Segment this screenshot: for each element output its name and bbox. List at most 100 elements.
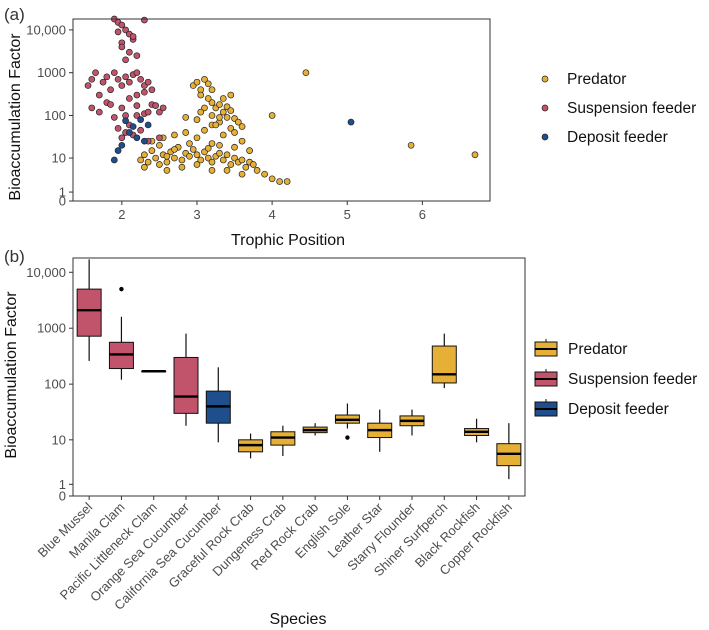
scatter-point-predator [152, 154, 159, 162]
box-body [76, 288, 102, 337]
legend-b-label: Deposit feeder [568, 401, 669, 418]
scatter-point-predator [407, 141, 415, 149]
box-dungeness-crab [270, 425, 296, 456]
scatter-point-predator [238, 137, 246, 145]
box-shiner-surfperch [431, 333, 457, 389]
outlier-point [345, 435, 350, 440]
scatter-point-suspension-feeder [118, 82, 126, 89]
scatter-point-suspension-feeder [107, 86, 114, 94]
scatter-point-predator [242, 163, 250, 171]
scatter-point-predator [193, 78, 201, 86]
scatter-point-suspension-feeder [133, 91, 141, 99]
legend-a-label: Suspension feeder [567, 100, 696, 117]
scatter-point-predator [246, 147, 253, 154]
scatter-point-suspension-feeder [129, 33, 137, 40]
scatter-point-predator [163, 152, 171, 160]
scatter-point-predator [197, 91, 205, 99]
scatter-point-suspension-feeder [99, 78, 107, 86]
scatter-point-predator [234, 118, 242, 126]
panel-b-y-tick-label: 10,000 [26, 265, 66, 280]
scatter-point-deposit-feeder [141, 137, 148, 145]
scatter-point-predator [238, 123, 246, 130]
scatter-point-predator [223, 114, 231, 121]
box-blue-mussel [76, 259, 102, 361]
box-manila-clam [108, 286, 134, 380]
scatter-point-predator [249, 161, 257, 168]
scatter-point-deposit-feeder [126, 129, 133, 136]
panel-a-x-tick-label: 2 [118, 207, 125, 222]
scatter-point-predator [201, 75, 208, 83]
scatter-point-deposit-feeder [114, 147, 122, 154]
scatter-point-suspension-feeder [137, 75, 144, 83]
legend-b-label: Predator [568, 341, 627, 358]
scatter-point-suspension-feeder [148, 86, 156, 94]
scatter-point-suspension-feeder [84, 82, 92, 89]
scatter-point-predator [283, 178, 291, 185]
scatter-point-predator [208, 112, 216, 119]
panel-b-y-axis-title: Bioaccumulation Factor [3, 291, 20, 459]
scatter-point-predator [219, 156, 227, 164]
scatter-point-predator [148, 147, 156, 154]
box-english-sole [334, 403, 360, 440]
legend-a-label: Predator [567, 71, 626, 88]
panel-a-y-tick-label: 10 [52, 151, 66, 166]
panel-b-y-tick-label: 1 [59, 477, 66, 492]
scatter-point-deposit-feeder [118, 141, 126, 149]
panel-a-y-tick-label: 1000 [37, 65, 66, 80]
scatter-point-predator [201, 126, 208, 134]
scatter-point-predator [227, 124, 235, 132]
box-starry-flounder [399, 409, 425, 436]
scatter-point-deposit-feeder [137, 116, 144, 123]
scatter-point-suspension-feeder [110, 114, 118, 121]
panel-a-y-ticks: 01 10 100 1000 10,000 [26, 22, 73, 209]
box-red-rock-crab [302, 423, 328, 436]
scatter-point-suspension-feeder [95, 108, 103, 116]
scatter-point-deposit-feeder [347, 118, 355, 126]
scatter-point-suspension-feeder [122, 73, 129, 81]
scatter-point-suspension-feeder [137, 126, 144, 134]
scatter-point-predator [137, 156, 144, 164]
scatter-point-suspension-feeder [133, 102, 141, 109]
box-california-sea-cucumber [205, 367, 231, 443]
scatter-point-predator [268, 112, 276, 119]
legend-a-label: Deposit feeder [567, 129, 668, 146]
scatter-point-predator [186, 152, 193, 160]
scatter-point-predator [163, 158, 171, 166]
scatter-point-predator [182, 129, 190, 136]
box-graceful-rock-crab [238, 433, 264, 459]
scatter-point-predator [201, 104, 208, 112]
scatter-point-predator [208, 167, 216, 174]
box-body [173, 356, 199, 414]
scatter-point-deposit-feeder [133, 134, 141, 142]
scatter-point-predator [219, 131, 227, 139]
scatter-point-suspension-feeder [118, 43, 126, 51]
legend-a-swatch-deposit-feeder [541, 133, 549, 141]
scatter-point-predator [141, 163, 148, 171]
scatter-point-suspension-feeder [133, 112, 141, 119]
scatter-point-predator [208, 140, 216, 147]
scatter-point-suspension-feeder [133, 69, 141, 77]
scatter-point-predator [189, 146, 197, 153]
scatter-point-predator [231, 154, 238, 162]
panel-a-points [84, 15, 479, 185]
scatter-point-suspension-feeder [107, 101, 114, 108]
panel-a-y-tick-label: 10,000 [26, 22, 66, 37]
panel-a-x-tick-label: 5 [344, 207, 351, 222]
panel-b-y-tick-label: 10 [52, 432, 66, 447]
scatter-point-predator [216, 114, 223, 121]
panel-a-y-tick-label: 1 [59, 185, 66, 200]
scatter-point-predator [156, 161, 163, 168]
scatter-point-predator [268, 175, 276, 183]
scatter-point-suspension-feeder [141, 88, 148, 96]
scatter-point-predator [163, 167, 171, 174]
panel-b-boxes [76, 259, 522, 480]
scatter-point-predator [204, 95, 212, 102]
scatter-point-suspension-feeder [110, 69, 118, 77]
scatter-point-suspension-feeder [159, 104, 167, 112]
scatter-point-suspension-feeder [156, 108, 163, 116]
scatter-point-predator [208, 158, 216, 166]
scatter-point-predator [219, 95, 227, 102]
panel-a-x-tick-label: 6 [419, 207, 426, 222]
scatter-point-predator [193, 161, 201, 168]
